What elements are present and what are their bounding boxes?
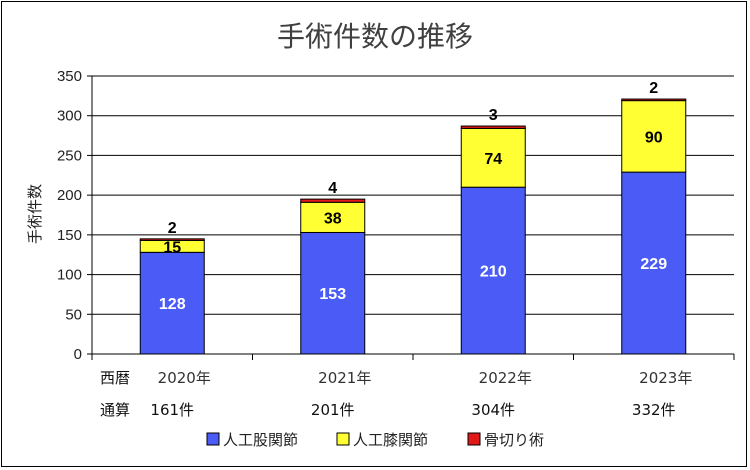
legend-label: 人工膝関節 — [353, 431, 428, 449]
data-label: 2 — [649, 80, 658, 97]
data-label: 3 — [489, 107, 498, 124]
bars-layer — [139, 98, 687, 355]
legend-swatch — [467, 432, 481, 446]
total-label: 201件 — [311, 401, 355, 419]
x-category-label: 2023年 — [639, 369, 692, 387]
bar-segment — [460, 125, 526, 129]
legend-label: 骨切り術 — [484, 431, 544, 449]
bar-segment — [621, 171, 687, 355]
legend-swatch — [336, 432, 350, 446]
legend-swatch — [206, 432, 220, 446]
data-label: 210 — [480, 264, 507, 281]
data-label: 153 — [319, 286, 346, 303]
totals-row-label: 通算 — [100, 401, 130, 419]
bar-segment — [621, 98, 687, 102]
bar-segment — [139, 238, 205, 241]
data-label: 74 — [484, 151, 502, 168]
y-tick-label: 350 — [57, 68, 82, 85]
x-row-label: 西暦 — [100, 369, 130, 387]
y-tick-label: 250 — [57, 147, 82, 164]
y-tick-label: 100 — [57, 267, 82, 284]
legend: 人工股関節 人工膝関節 骨切り術 — [206, 431, 544, 449]
x-category-label: 2021年 — [318, 369, 371, 387]
bar-segment — [300, 201, 366, 233]
bar-segment — [300, 198, 366, 203]
chart-title: 手術件数の推移 — [277, 20, 473, 53]
bar-segment — [460, 186, 526, 355]
bar-segment — [460, 127, 526, 188]
x-category-label: 2022年 — [479, 369, 532, 387]
data-label: 229 — [640, 256, 667, 273]
labels-layer: 128 15 2 2020年 161件 153 38 4 2021年 201件 210 74 3 2022… — [150, 80, 692, 419]
data-label: 90 — [645, 129, 663, 146]
total-label: 304件 — [471, 401, 515, 419]
legend-label: 人工股関節 — [223, 431, 298, 449]
data-label: 15 — [163, 239, 181, 256]
data-label: 4 — [328, 180, 337, 197]
data-label: 128 — [159, 296, 186, 313]
bar-segment — [300, 231, 366, 355]
total-label: 332件 — [632, 401, 676, 419]
y-tick-label: 300 — [57, 108, 82, 125]
y-tick-label: 50 — [65, 306, 82, 323]
x-category-label: 2020年 — [158, 369, 211, 387]
y-tick-label: 150 — [57, 227, 82, 244]
total-label: 161件 — [150, 401, 194, 419]
y-axis-label: 手術件数 — [26, 184, 44, 244]
bar-segment — [621, 100, 687, 173]
data-label: 38 — [324, 210, 342, 227]
y-tick-label: 200 — [57, 187, 82, 204]
data-label: 2 — [168, 220, 177, 237]
y-tick-label: 0 — [74, 346, 82, 363]
